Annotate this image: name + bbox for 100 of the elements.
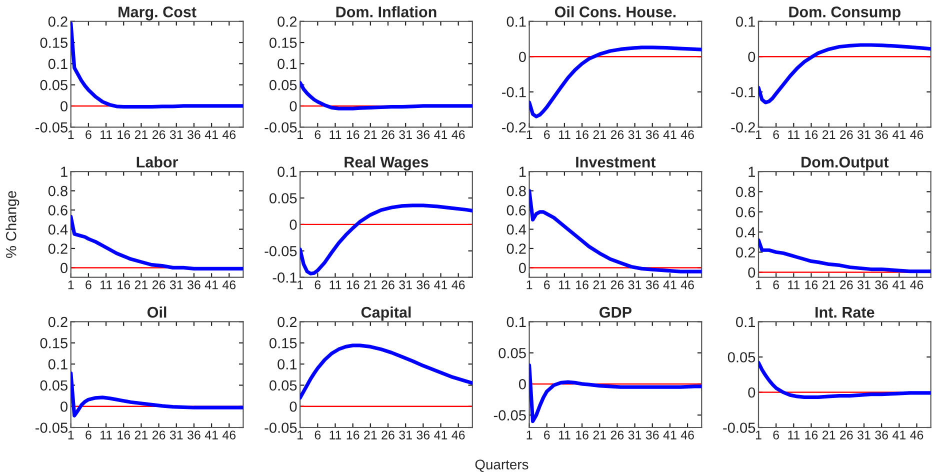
y-tick-label: 0.1: [506, 316, 526, 328]
y-tick-label: -0.05: [36, 122, 68, 133]
x-tick-label: 31: [170, 130, 183, 140]
x-tick-label: 1: [68, 280, 74, 290]
y-tick-label: 0.15: [40, 338, 68, 348]
x-tick-label: 11: [100, 130, 112, 139]
y-tick-label: 1: [520, 166, 526, 177]
x-tick-label: 21: [364, 130, 377, 139]
x-tick-label: 36: [875, 430, 888, 440]
x-tick-label: 46: [680, 430, 694, 440]
chart-title: Real Wages: [344, 156, 428, 171]
chart-title: Dom.Output: [802, 156, 889, 171]
x-tick-label: 11: [100, 430, 112, 440]
x-tick-label: 16: [805, 280, 818, 290]
y-tick-label: 0.6: [506, 205, 526, 216]
x-tick-label: 21: [593, 280, 606, 290]
chart-title: Investment: [576, 156, 656, 168]
y-tick-label: 0.05: [498, 348, 526, 358]
x-tick-label: 36: [646, 430, 659, 440]
x-tick-label: 41: [204, 130, 218, 139]
line-series: [758, 238, 931, 274]
x-tick-label: 31: [399, 280, 412, 290]
y-tick-label: -0.05: [494, 410, 526, 420]
x-tick-label: 26: [610, 280, 624, 290]
x-tick-label: 41: [204, 280, 218, 290]
chart-title: Dom. Inflation: [336, 6, 436, 18]
y-tick-label: 0.15: [269, 38, 297, 48]
y-tick-label: -0.05: [36, 422, 68, 433]
x-tick-label: 11: [330, 280, 342, 290]
x-tick-label: 31: [858, 430, 870, 440]
y-tick-label: 0.05: [269, 193, 297, 204]
x-tick-label: 41: [663, 130, 676, 139]
x-tick-label: 16: [576, 430, 588, 440]
x-tick-label: 46: [452, 280, 465, 290]
y-tick-label: -0.1: [502, 86, 526, 98]
line-series: [70, 214, 244, 270]
x-tick-label: 1: [756, 130, 762, 139]
x-tick-label: 31: [858, 130, 870, 140]
x-tick-label: 46: [680, 130, 694, 140]
y-tick-label: 0.1: [736, 16, 756, 27]
y-tick-label: -0.1: [272, 272, 297, 283]
y-tick-label: 0.15: [269, 338, 297, 348]
y-tick-label: 0.05: [40, 380, 68, 391]
line-series: [529, 46, 702, 118]
x-tick-label: 36: [416, 280, 430, 290]
line-series: [758, 360, 931, 399]
y-tick-label: 0.1: [278, 58, 297, 70]
y-tick-label: -0.1: [731, 86, 756, 98]
x-tick-label: 26: [840, 130, 853, 140]
line-series: [529, 188, 702, 274]
x-tick-label: 11: [558, 430, 570, 440]
x-tick-label: 41: [434, 130, 448, 139]
y-tick-label: -0.05: [723, 422, 756, 433]
line-series: [529, 363, 702, 424]
y-tick-label: 0: [60, 262, 68, 274]
x-tick-label: 11: [330, 130, 342, 139]
x-tick-label: 11: [330, 430, 342, 440]
chart-title: Int. Rate: [816, 307, 874, 318]
y-tick-label: 0.2: [506, 244, 526, 254]
chart-title: Oil Cons. House.: [554, 6, 676, 18]
y-tick-label: 0.4: [506, 224, 526, 235]
x-tick-label: 31: [170, 430, 183, 440]
x-tick-label: 1: [756, 430, 762, 440]
y-tick-label: 0: [748, 52, 756, 62]
line-series: [70, 372, 244, 418]
x-tick-label: 11: [788, 130, 800, 139]
x-tick-label: 31: [628, 130, 642, 140]
x-tick-label: 6: [544, 430, 550, 440]
y-tick-label: 0: [290, 401, 297, 412]
x-tick-label: 16: [346, 130, 360, 140]
x-tick-label: 31: [628, 280, 642, 290]
x-tick-label: 26: [152, 430, 166, 440]
x-tick-label: 21: [364, 430, 377, 440]
x-tick-label: 26: [840, 430, 853, 440]
x-tick-label: 46: [910, 130, 924, 140]
x-tick-label: 26: [610, 430, 624, 440]
y-tick-label: -0.05: [264, 422, 297, 433]
x-tick-label: 36: [187, 280, 200, 290]
x-axis-title: Quarters: [475, 460, 528, 472]
x-tick-label: 1: [298, 130, 303, 139]
x-tick-label: 16: [576, 130, 588, 140]
y-tick-label: 0.2: [736, 247, 755, 258]
x-tick-label: 11: [558, 130, 570, 139]
y-tick-label: 0: [518, 379, 526, 390]
y-tick-label: 0.8: [736, 186, 756, 198]
x-tick-label: 11: [788, 280, 800, 290]
line-series: [758, 43, 931, 104]
y-tick-label: 0.05: [269, 380, 297, 391]
x-tick-label: 36: [416, 130, 430, 140]
x-tick-label: 36: [646, 130, 659, 140]
x-tick-label: 1: [68, 130, 74, 139]
x-tick-label: 41: [892, 130, 906, 139]
x-tick-label: 16: [118, 430, 130, 440]
x-tick-label: 36: [187, 130, 200, 140]
x-tick-label: 36: [875, 280, 888, 290]
y-tick-label: 1: [61, 166, 68, 177]
x-tick-label: 6: [86, 430, 92, 440]
y-tick-label: 0: [518, 262, 526, 274]
x-tick-label: 46: [910, 430, 924, 440]
y-tick-label: 0.6: [736, 206, 756, 218]
